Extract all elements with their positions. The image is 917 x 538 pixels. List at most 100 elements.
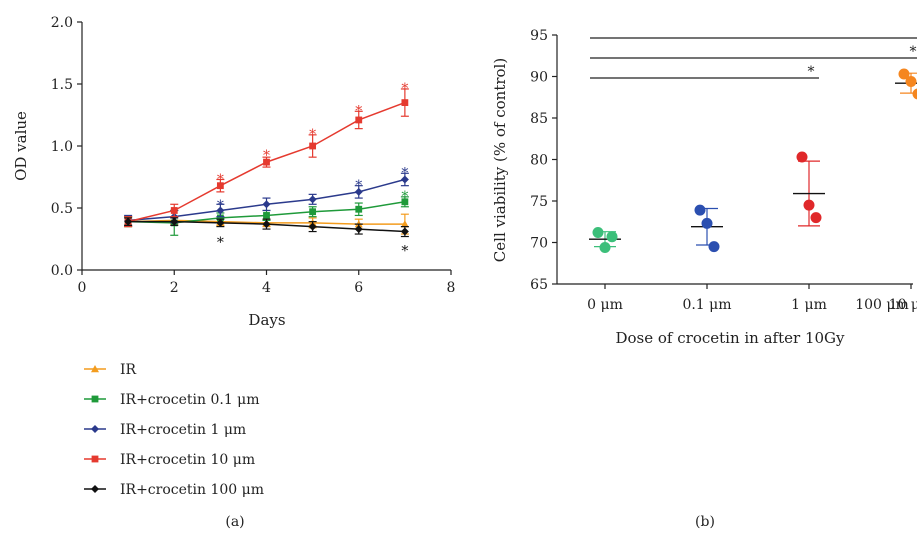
- data-point: [309, 208, 317, 216]
- data-point: [708, 241, 720, 253]
- panel-a-x-tick-label: 8: [447, 280, 456, 296]
- data-point: [308, 222, 317, 231]
- panel-a-x-tick-label: 0: [78, 280, 87, 296]
- panel-a-x-tick-label: 6: [354, 280, 363, 296]
- panel-a-legend: IR IR+crocetin 0.1 μm IR+crocetin 1 μm IR+c…: [84, 362, 264, 498]
- panel-a-x-tick-label: 4: [262, 280, 271, 296]
- group-2: [691, 204, 723, 253]
- significance-asterisk: *: [401, 81, 408, 97]
- data-point: [263, 158, 270, 166]
- panel-b-y-tick-label: 90: [530, 70, 548, 86]
- data-point: [263, 212, 270, 219]
- significance-asterisk: *: [217, 198, 224, 214]
- panel-b-axes: 65 70 75 80 85 90 95 0 μm 0.1 μm 1 μm 10 μm100 μm: [530, 28, 917, 313]
- panel-b-chart: Cell viability (% of control) Dose of cr…: [491, 28, 917, 530]
- data-point: [606, 231, 618, 243]
- series-5: [124, 217, 409, 238]
- panel-a-annotations: * * * * * * * * * * *: [217, 81, 409, 259]
- legend-marker: [91, 425, 99, 433]
- panel-b-x-tick-label: 0 μm: [587, 297, 623, 313]
- data-point: [262, 220, 271, 229]
- panel-a-y-tick-label: 1.0: [51, 139, 73, 155]
- significance-asterisk: *: [217, 172, 224, 188]
- significance-asterisk: *: [808, 64, 815, 80]
- data-point: [355, 205, 363, 213]
- panel-b-x-tick-label: 100 μm: [855, 297, 909, 313]
- data-point: [124, 217, 133, 226]
- panel-a-x-tick-label: 2: [170, 280, 179, 296]
- data-point: [912, 88, 917, 100]
- group-1: [589, 227, 621, 253]
- panel-b-caption: (b): [695, 514, 715, 530]
- panel-b-y-tick-label: 80: [530, 153, 548, 169]
- panel-a-y-tick-label: 0.0: [51, 263, 73, 279]
- data-point: [354, 225, 363, 234]
- data-point: [898, 68, 910, 80]
- panel-b-x-axis-label: Dose of crocetin in after 10Gy: [616, 329, 846, 347]
- data-point: [905, 75, 917, 87]
- legend-marker: [91, 365, 99, 373]
- panel-b-y-tick-label: 95: [530, 28, 548, 44]
- legend-label: IR: [120, 362, 137, 378]
- significance-asterisk: *: [401, 189, 408, 205]
- panel-a-caption: (a): [225, 514, 244, 530]
- panel-b-y-axis-label: Cell viability (% of control): [491, 58, 509, 262]
- panel-b-x-tick-label: 10 μm: [889, 297, 917, 313]
- significance-asterisk: *: [217, 235, 224, 251]
- panel-a-x-axis-label: Days: [248, 311, 285, 329]
- data-point: [216, 206, 225, 215]
- data-point: [170, 217, 179, 226]
- data-point: [354, 187, 363, 196]
- data-point: [216, 214, 224, 222]
- data-point: [810, 212, 822, 224]
- panel-b-y-tick-label: 65: [530, 277, 548, 293]
- data-point: [355, 116, 363, 124]
- data-point: [796, 151, 808, 163]
- panel-b-y-tick-label: 85: [530, 111, 548, 127]
- group-4: [895, 68, 917, 100]
- legend-label: IR+crocetin 100 μm: [120, 482, 264, 498]
- legend-marker: [91, 455, 99, 463]
- data-point: [592, 227, 604, 239]
- panel-a-chart: OD value Days 0 2 4 6 80.00.51.01.52.0 *****…: [12, 15, 455, 530]
- panel-a-y-tick-label: 0.5: [51, 201, 73, 217]
- significance-asterisk: *: [355, 104, 362, 120]
- legend-marker: [91, 395, 99, 403]
- data-point: [216, 218, 225, 227]
- data-point: [400, 175, 409, 184]
- data-point: [170, 207, 178, 214]
- panel-b-x-tick-label: 0.1 μm: [682, 297, 731, 313]
- panel-a-axes: 0 2 4 6 8 0.0 0.5 1.0 1.5 2.0: [51, 15, 456, 296]
- significance-asterisk: *: [355, 178, 362, 194]
- significance-asterisk: *: [263, 148, 270, 164]
- significance-asterisk: *: [401, 244, 408, 260]
- significance-asterisk: *: [309, 127, 316, 143]
- legend-marker: [91, 485, 99, 493]
- data-point: [216, 182, 224, 190]
- legend-label: IR+crocetin 10 μm: [120, 452, 255, 468]
- data-point: [308, 195, 317, 204]
- panel-b-significance-bars: ***: [590, 37, 917, 80]
- data-point: [309, 142, 317, 150]
- data-point: [694, 204, 706, 216]
- data-point: [701, 217, 713, 229]
- data-point: [262, 200, 271, 209]
- panel-a-series-group: [124, 88, 409, 238]
- data-point: [400, 220, 409, 228]
- significance-asterisk: *: [910, 44, 917, 60]
- data-point: [400, 227, 409, 236]
- panel-b-groups: [589, 68, 917, 253]
- legend-label: IR+crocetin 0.1 μm: [120, 392, 260, 408]
- panel-a-y-tick-label: 2.0: [51, 15, 73, 31]
- data-point: [401, 99, 409, 106]
- panel-a-y-axis-label: OD value: [12, 111, 30, 181]
- group-3: [793, 151, 825, 227]
- panel-b-x-tick-label: 1 μm: [791, 297, 827, 313]
- panel-b-y-tick-label: 70: [530, 236, 548, 252]
- panel-a-y-tick-label: 1.5: [51, 77, 73, 93]
- data-point: [401, 198, 409, 206]
- legend-label: IR+crocetin 1 μm: [120, 422, 246, 438]
- panel-b-y-tick-label: 75: [530, 194, 548, 210]
- significance-asterisk: *: [401, 166, 408, 182]
